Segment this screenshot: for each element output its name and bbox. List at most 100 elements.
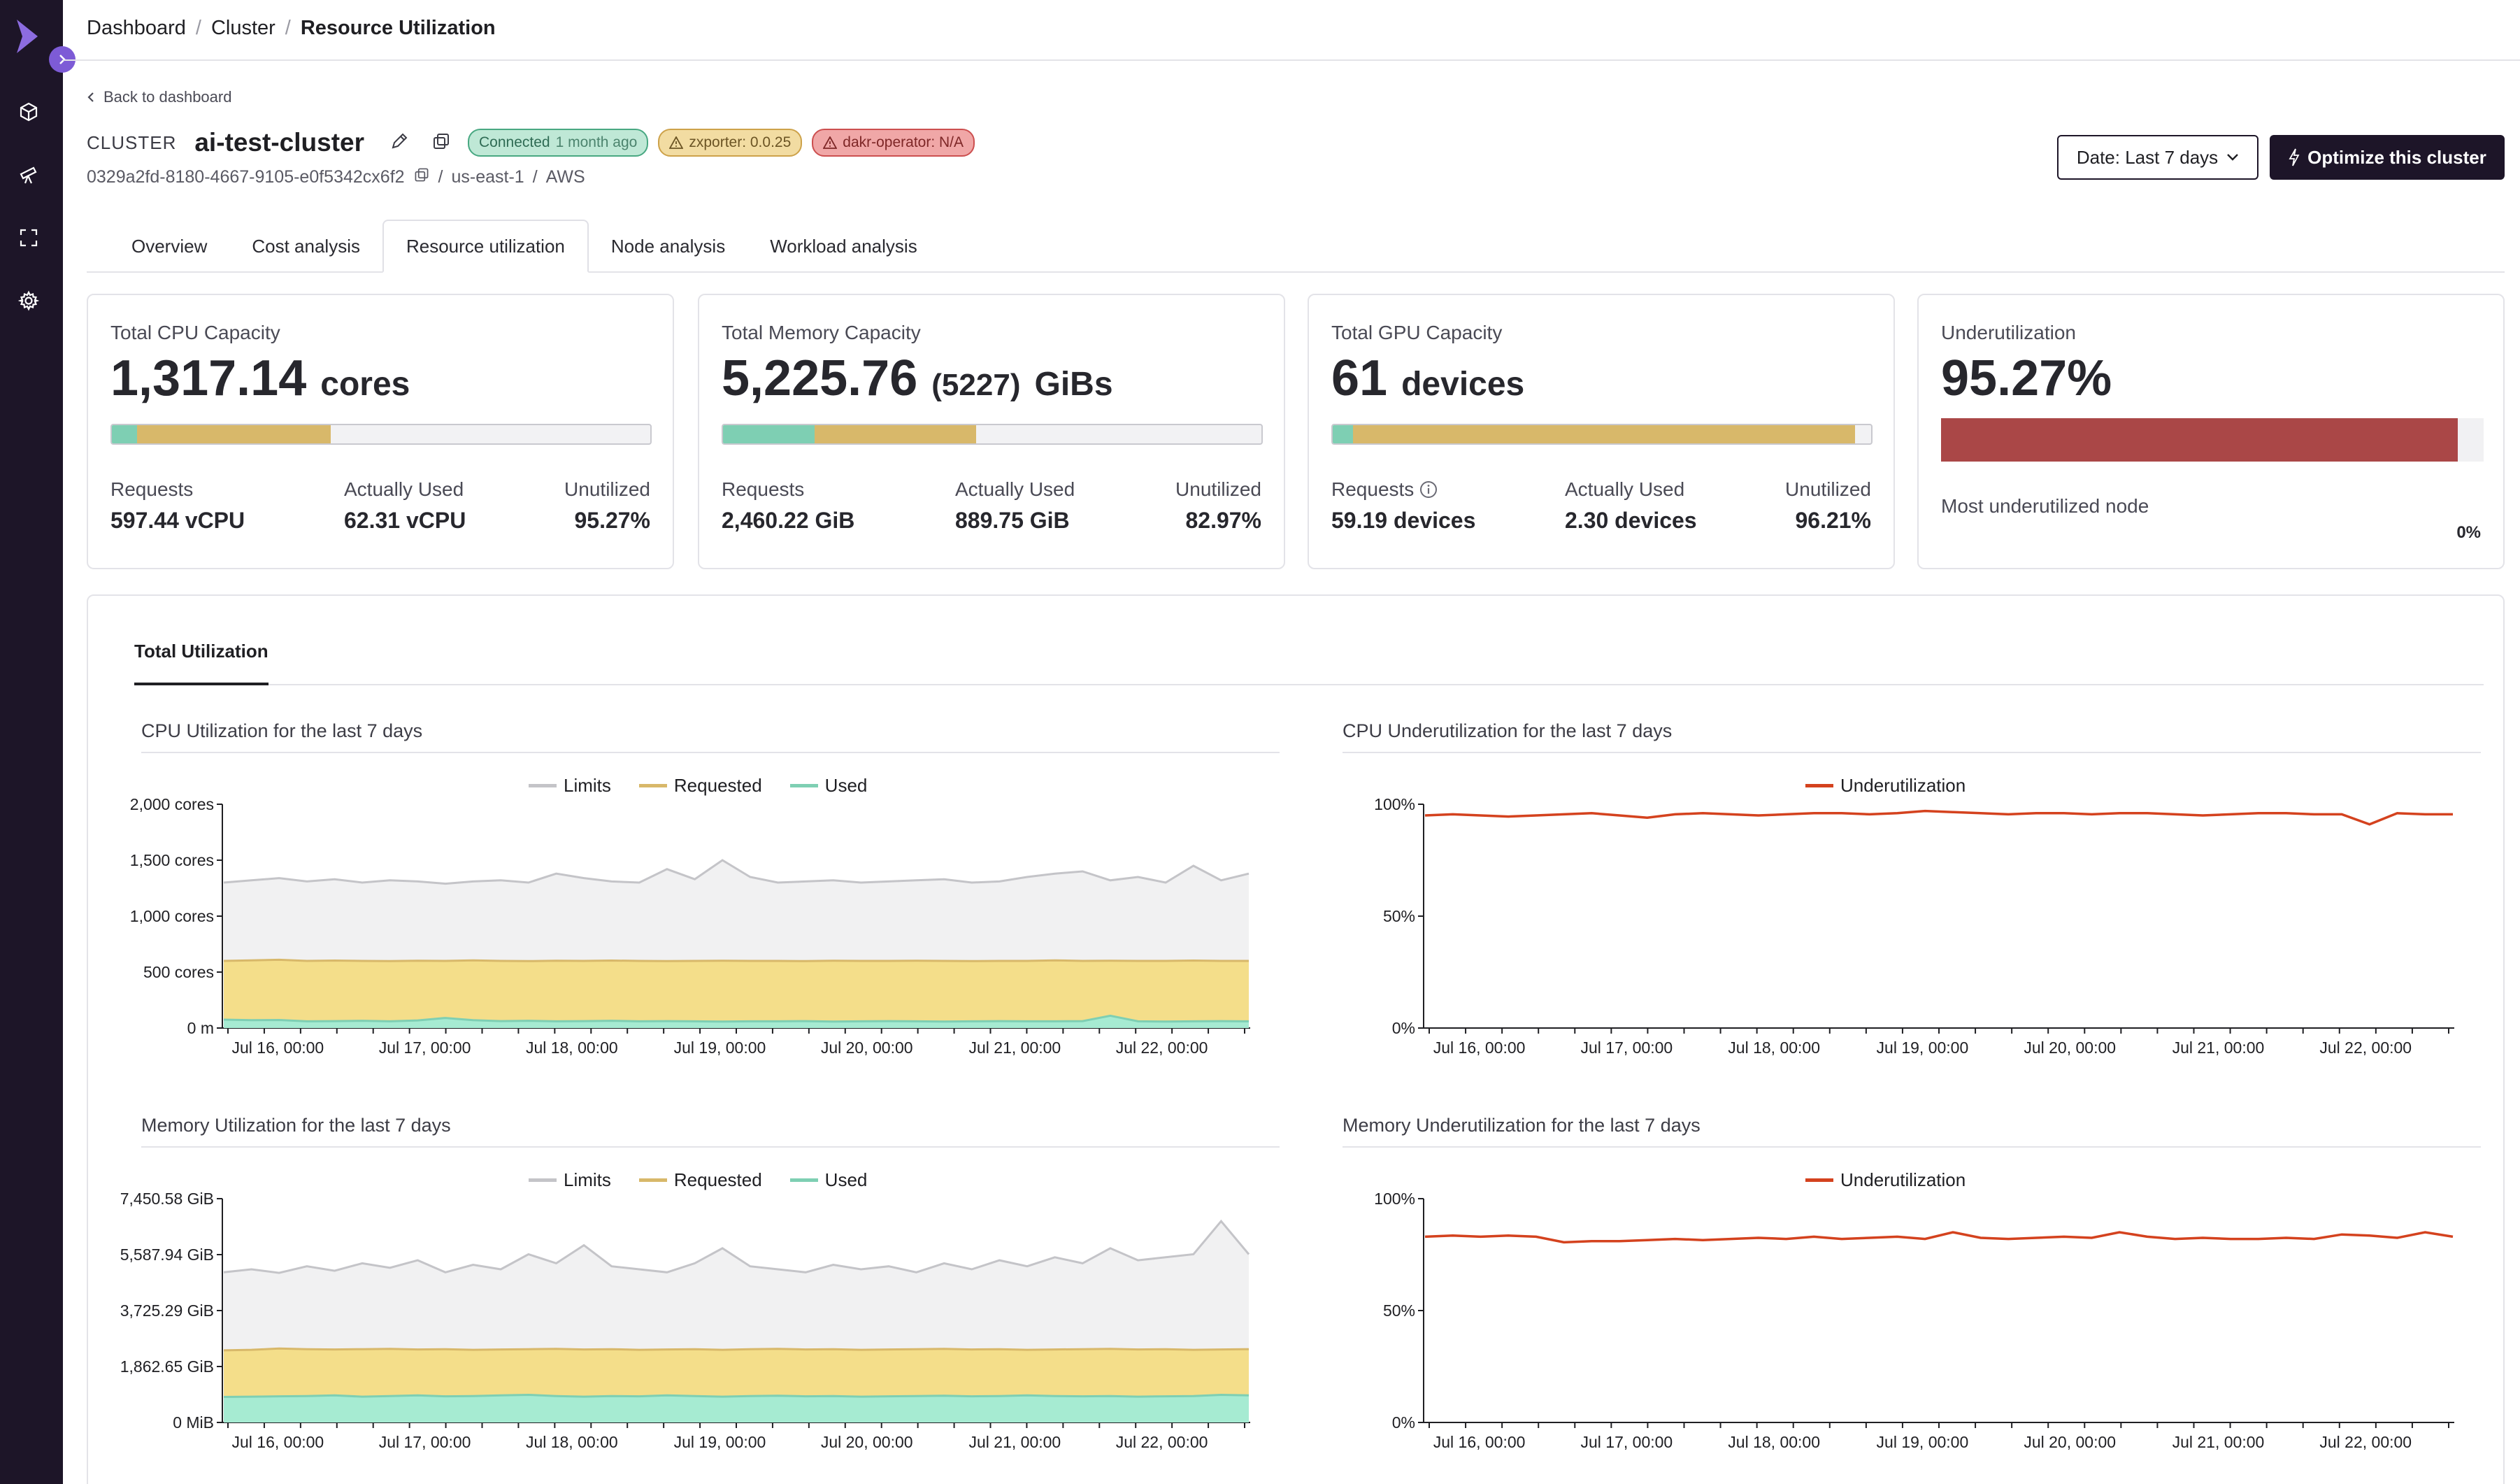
legend-swatch-limits — [529, 784, 557, 787]
back-link-label: Back to dashboard — [103, 88, 232, 106]
memory-unutilized-label: Unutilized — [1175, 478, 1261, 500]
tab-resource-utilization[interactable]: Resource utilization — [382, 220, 589, 273]
legend-label: Underutilization — [1840, 775, 1966, 796]
legend-label: Limits — [564, 1169, 611, 1190]
under-value: 95.27% — [1941, 350, 2112, 406]
memory-used-label: Actually Used — [955, 478, 1075, 500]
memory-underutilization-title: Memory Underutilization for the last 7 d… — [1343, 1115, 1701, 1136]
date-range-button[interactable]: Date: Last 7 days — [2057, 135, 2258, 180]
legend-limits[interactable]: Limits — [529, 775, 611, 797]
legend-used[interactable]: Used — [789, 775, 867, 797]
cpu-capacity-card: Total CPU Capacity 1,317.14 cores Reques… — [87, 294, 674, 569]
legend-requested[interactable]: Requested — [638, 775, 762, 797]
memory-card-title: Total Memory Capacity — [722, 322, 921, 343]
legend-underutilization[interactable]: Underutilization — [1805, 1169, 1966, 1191]
zxporter-badge: zxporter: 0.0.25 — [658, 129, 803, 157]
underutilization-card: Underutilization 95.27% Most underutiliz… — [1917, 294, 2505, 569]
legend-label: Limits — [564, 775, 611, 796]
chevron-down-icon — [2227, 154, 2239, 161]
copy-icon[interactable] — [431, 131, 451, 155]
memory-capacity-value: 5,225.76 — [722, 350, 918, 406]
edit-pencil-icon[interactable] — [389, 131, 409, 155]
info-icon[interactable] — [1419, 480, 1438, 499]
optimize-cluster-button[interactable]: Optimize this cluster — [2270, 135, 2505, 180]
memory-capacity-value-row: 5,225.76 (5227) GiBs — [722, 350, 1113, 407]
cpu-bar-used — [112, 425, 138, 443]
cluster-region: us-east-1 — [451, 167, 524, 187]
cpu-requests-label: Requests — [110, 478, 194, 500]
cube-icon[interactable] — [16, 99, 41, 124]
legend-label: Used — [824, 1169, 868, 1190]
cluster-label: CLUSTER — [87, 131, 177, 153]
legend-swatch-requested — [638, 1178, 667, 1182]
legend-label: Requested — [673, 1169, 762, 1190]
memory-unutilized-stat: Unutilized 82.97% — [1175, 478, 1261, 534]
gpu-capacity-value: 61 — [1331, 350, 1388, 406]
memory-bar-requested — [814, 425, 976, 443]
memory-utilization-title: Memory Utilization for the last 7 days — [141, 1115, 451, 1136]
breadcrumb-separator: / — [195, 17, 201, 39]
copy-id-icon[interactable] — [413, 166, 430, 188]
tab-total-utilization[interactable]: Total Utilization — [134, 641, 269, 662]
legend-requested[interactable]: Requested — [638, 1169, 762, 1191]
memory-capacity-bar — [722, 424, 1263, 445]
legend-swatch-requested — [638, 784, 667, 787]
gpu-unutilized-label: Unutilized — [1785, 478, 1871, 500]
settings-gear-icon[interactable] — [16, 288, 41, 313]
memory-capacity-paren: (5227) — [931, 368, 1021, 402]
most-underutilized-label: Most underutilized node — [1941, 495, 2149, 517]
tab-overview[interactable]: Overview — [131, 235, 208, 257]
gpu-unutilized-value: 96.21% — [1795, 508, 1871, 533]
cpu-unutilized-stat: Unutilized 95.27% — [564, 478, 650, 534]
memory-underutilization-legend: Underutilization — [1805, 1169, 1966, 1191]
app-logo[interactable] — [14, 18, 41, 58]
gpu-used-stat: Actually Used 2.30 devices — [1565, 478, 1697, 534]
cpu-unutilized-label: Unutilized — [564, 478, 650, 500]
legend-swatch-used — [789, 1178, 818, 1182]
legend-label: Underutilization — [1840, 1169, 1966, 1190]
cpu-used-stat: Actually Used 62.31 vCPU — [344, 478, 466, 534]
memory-requests-value: 2,460.22 GiB — [722, 508, 855, 533]
operator-badge-text: dakr-operator: N/A — [843, 134, 964, 150]
back-to-dashboard-link[interactable]: Back to dashboard — [87, 88, 231, 106]
legend-swatch-limits — [529, 1178, 557, 1182]
chart-title-divider — [141, 752, 1280, 753]
header-divider — [63, 59, 2520, 61]
cpu-capacity-value: 1,317.14 — [110, 350, 307, 406]
legend-limits[interactable]: Limits — [529, 1169, 611, 1191]
cluster-header: CLUSTER ai-test-cluster Connected 1 mont… — [87, 126, 975, 159]
telescope-icon[interactable] — [16, 162, 41, 187]
legend-used[interactable]: Used — [789, 1169, 868, 1191]
chevron-left-icon — [87, 92, 94, 102]
meta-separator: / — [532, 167, 538, 187]
gpu-capacity-card: Total GPU Capacity 61 devices Requests 5… — [1308, 294, 1895, 569]
cpu-capacity-unit: cores — [320, 366, 410, 403]
cpu-bar-requested — [137, 425, 331, 443]
legend-underutilization[interactable]: Underutilization — [1805, 775, 1966, 797]
legend-swatch-under — [1805, 1178, 1833, 1182]
tab-cost-analysis[interactable]: Cost analysis — [252, 235, 360, 257]
cpu-unutilized-value: 95.27% — [574, 508, 650, 533]
breadcrumb-dashboard[interactable]: Dashboard — [87, 17, 186, 39]
tab-workload-analysis[interactable]: Workload analysis — [770, 235, 917, 257]
cpu-utilization-legend: Limits Requested Used — [529, 775, 867, 797]
gpu-used-value: 2.30 devices — [1565, 508, 1697, 533]
memory-capacity-unit: GiBs — [1034, 366, 1113, 403]
gpu-capacity-unit: devices — [1401, 366, 1525, 403]
chart-title-divider — [141, 1146, 1280, 1148]
optimize-cluster-label: Optimize this cluster — [2307, 146, 2486, 168]
under-bar-fill — [1941, 418, 2458, 462]
cpu-card-title: Total CPU Capacity — [110, 322, 280, 343]
breadcrumb-cluster[interactable]: Cluster — [210, 17, 275, 39]
zxporter-badge-text: zxporter: 0.0.25 — [689, 134, 792, 150]
warning-icon — [669, 136, 684, 149]
memory-unutilized-value: 82.97% — [1185, 508, 1261, 533]
fullscreen-icon[interactable] — [16, 225, 41, 250]
cpu-requests-stat: Requests 597.44 vCPU — [110, 478, 245, 534]
operator-badge: dakr-operator: N/A — [812, 129, 975, 157]
tab-node-analysis[interactable]: Node analysis — [610, 235, 726, 257]
section-tabs: Overview Cost analysis Resource utilizat… — [109, 220, 940, 273]
cluster-meta: 0329a2fd-8180-4667-9105-e0f5342cx6f2 / u… — [87, 166, 585, 188]
lightning-icon — [2289, 148, 2300, 166]
cpu-utilization-title: CPU Utilization for the last 7 days — [141, 720, 423, 741]
